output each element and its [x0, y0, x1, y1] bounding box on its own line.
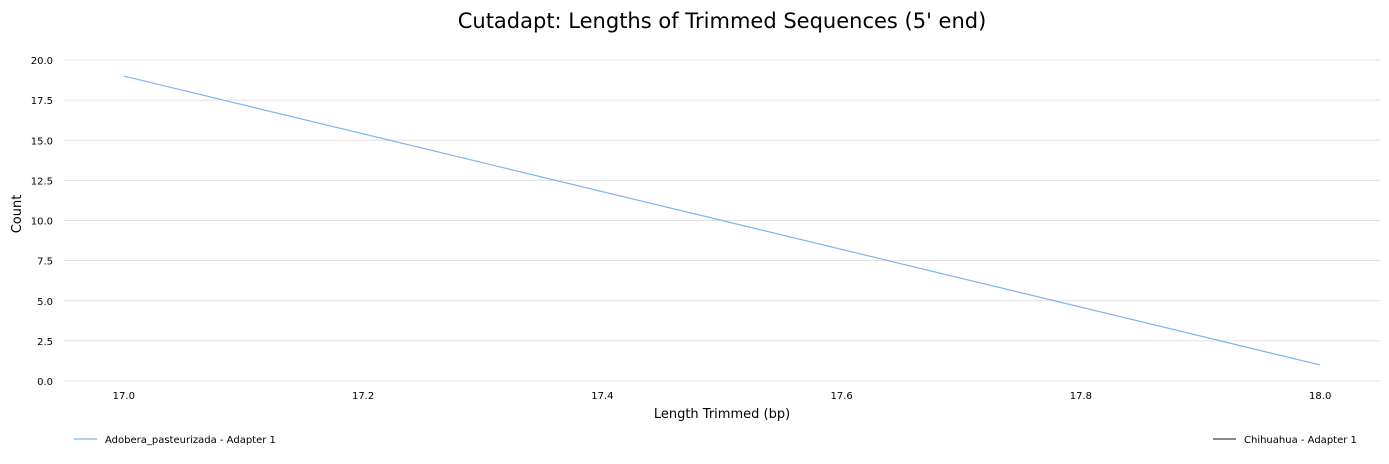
legend: Adobera_pasteurizada - Adapter 1 Chihuahu… [74, 435, 1357, 446]
series-lines [123, 75, 1321, 366]
x-tick-label: 17.0 [113, 391, 135, 402]
series-line-0 [123, 75, 1321, 366]
y-tick-label: 0.0 [37, 377, 53, 388]
x-axis-ticks: 17.0 17.2 17.4 17.6 17.8 18.0 [113, 391, 1332, 402]
x-tick-label: 17.2 [352, 391, 374, 402]
legend-label: Adobera_pasteurizada - Adapter 1 [105, 435, 276, 446]
x-tick-label: 17.4 [591, 391, 613, 402]
y-axis-label: Count [10, 195, 25, 234]
y-tick-label: 17.5 [31, 96, 53, 107]
y-tick-label: 10.0 [31, 217, 53, 228]
y-tick-label: 12.5 [31, 176, 53, 187]
legend-label: Chihuahua - Adapter 1 [1244, 435, 1357, 446]
y-axis-ticks: 0.0 2.5 5.0 7.5 10.0 12.5 15.0 17.5 20.0 [31, 56, 53, 388]
y-tick-label: 7.5 [37, 257, 53, 268]
y-tick-label: 2.5 [37, 337, 53, 348]
y-tick-label: 5.0 [37, 297, 53, 308]
chart-title: Cutadapt: Lengths of Trimmed Sequences (… [458, 9, 987, 33]
y-tick-label: 15.0 [31, 136, 53, 147]
legend-item-1[interactable]: Chihuahua - Adapter 1 [1213, 435, 1357, 446]
x-tick-label: 18.0 [1309, 391, 1331, 402]
legend-item-0[interactable]: Adobera_pasteurizada - Adapter 1 [74, 435, 276, 446]
x-axis-label: Length Trimmed (bp) [654, 407, 790, 422]
y-tick-label: 20.0 [31, 56, 53, 67]
x-tick-label: 17.6 [831, 391, 853, 402]
x-tick-label: 17.8 [1070, 391, 1092, 402]
